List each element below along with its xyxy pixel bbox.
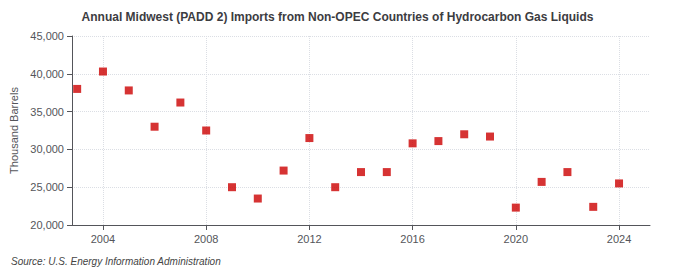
svg-text:2020: 2020 [504,233,528,245]
svg-text:2008: 2008 [194,233,218,245]
svg-text:2012: 2012 [297,233,321,245]
svg-text:45,000: 45,000 [30,30,64,42]
svg-text:Source: U.S. Energy Informatio: Source: U.S. Energy Information Administ… [11,256,221,267]
svg-text:Annual Midwest (PADD 2) Import: Annual Midwest (PADD 2) Imports from Non… [82,10,594,24]
svg-text:2024: 2024 [607,233,631,245]
svg-text:20,000: 20,000 [30,219,64,231]
svg-text:Thousand Barrels: Thousand Barrels [8,87,20,174]
svg-text:25,000: 25,000 [30,181,64,193]
svg-text:35,000: 35,000 [30,106,64,118]
svg-text:30,000: 30,000 [30,143,64,155]
svg-text:40,000: 40,000 [30,68,64,80]
svg-text:2016: 2016 [400,233,424,245]
svg-text:2004: 2004 [91,233,115,245]
